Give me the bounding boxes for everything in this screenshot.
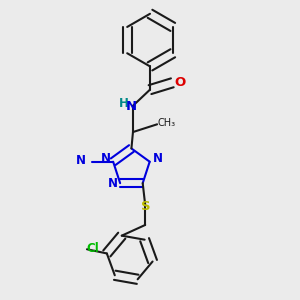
Text: N: N	[107, 177, 117, 190]
Text: O: O	[175, 76, 186, 89]
Text: S: S	[141, 200, 150, 213]
Text: N: N	[100, 152, 110, 165]
Text: H: H	[119, 97, 129, 110]
Text: N: N	[126, 100, 137, 113]
Text: Cl: Cl	[87, 242, 100, 255]
Text: CH₃: CH₃	[157, 118, 176, 128]
Text: N: N	[76, 154, 86, 167]
Text: N: N	[152, 152, 162, 165]
